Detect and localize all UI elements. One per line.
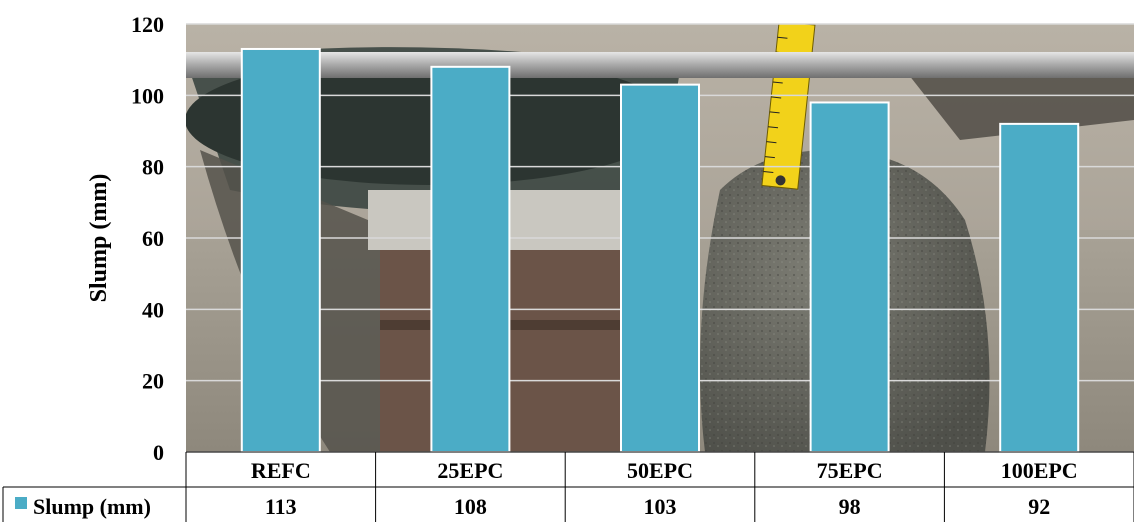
bar-75EPC — [809, 101, 890, 453]
y-tick-label: 0 — [153, 440, 164, 465]
data-value-label: 113 — [265, 494, 297, 519]
x-category-label: 100EPC — [1001, 458, 1078, 483]
bar-25EPC — [430, 65, 511, 454]
legend-label: Slump (mm) — [33, 494, 151, 519]
y-axis-ticks: 0 20 40 60 80 100 120 — [131, 12, 164, 465]
y-axis-title: Slump (mm) — [86, 174, 112, 303]
y-tick-label: 20 — [142, 369, 164, 394]
data-value-label: 92 — [1028, 494, 1050, 519]
y-tick-label: 40 — [142, 297, 164, 322]
y-tick-label: 100 — [131, 83, 164, 108]
data-value-label: 108 — [454, 494, 487, 519]
bar-100EPC — [999, 122, 1080, 453]
bar-50EPC — [620, 83, 700, 453]
data-value-label: 103 — [644, 494, 677, 519]
x-category-label: 25EPC — [437, 458, 503, 483]
bar-series-slump — [240, 47, 1080, 454]
data-table: REFC 113 25EPC 108 50EPC 103 75EPC 98 100EPC 92 Sl… — [2, 451, 1134, 522]
legend-swatch — [15, 497, 27, 509]
x-category-label: 75EPC — [817, 458, 883, 483]
y-tick-label: 120 — [131, 12, 164, 37]
x-category-label: 50EPC — [627, 458, 693, 483]
data-value-label: 98 — [839, 494, 861, 519]
bar-REFC — [240, 47, 321, 453]
x-category-label: REFC — [251, 458, 311, 483]
y-tick-label: 60 — [142, 226, 164, 251]
y-tick-label: 80 — [142, 155, 164, 180]
